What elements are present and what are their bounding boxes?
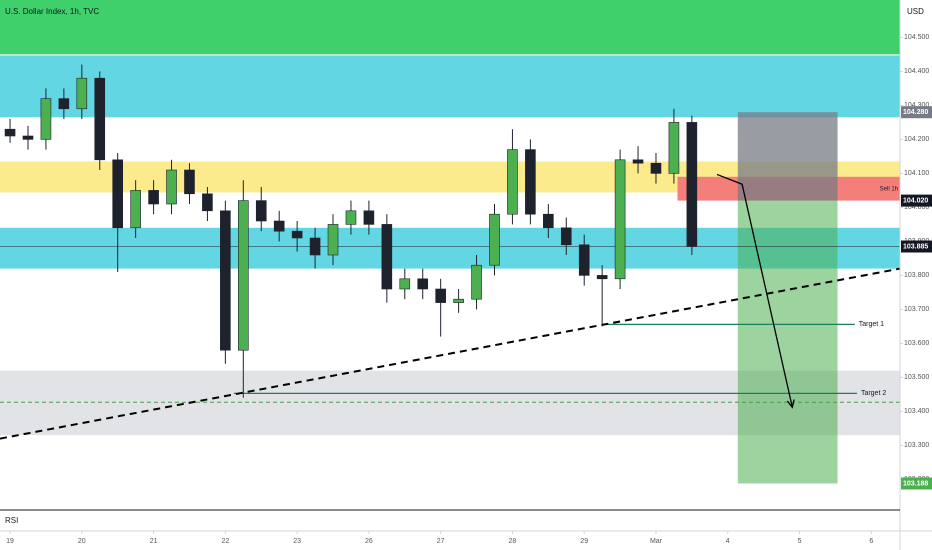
candle-body	[4, 128, 16, 137]
candle-body	[76, 77, 88, 110]
candle-body	[578, 244, 590, 276]
candle-body	[255, 200, 267, 222]
y-tick-label: 104.500	[904, 34, 929, 41]
candle-body	[507, 149, 518, 215]
candle-body	[112, 159, 124, 229]
y-tick-label: 104.200	[904, 136, 929, 143]
candle-body	[273, 220, 285, 232]
candle-body	[381, 224, 393, 290]
candle-body	[417, 278, 429, 290]
price-badge	[901, 477, 932, 490]
chart-title: U.S. Dollar Index, 1h, TVC	[5, 7, 99, 16]
y-tick-label: 103.500	[904, 374, 929, 381]
x-tick-label: 21	[150, 538, 158, 545]
candle-body	[543, 213, 554, 229]
candle-body	[202, 193, 213, 212]
price-badge	[901, 194, 932, 207]
x-tick-label: 20	[78, 538, 86, 545]
candle-body	[238, 200, 249, 351]
candle-body	[471, 264, 482, 300]
y-tick-label: 104.400	[904, 68, 929, 75]
candle-body	[596, 275, 608, 280]
x-tick-label: 28	[509, 538, 517, 545]
target-area	[737, 200, 838, 484]
x-tick-label: 27	[437, 538, 445, 545]
candle-body	[130, 190, 141, 229]
target-label: Target 2	[861, 390, 886, 397]
candle-body	[58, 98, 70, 110]
x-tick-label: 22	[221, 538, 229, 545]
arrow	[716, 173, 793, 408]
price-badge	[901, 240, 932, 253]
candle-body	[220, 210, 231, 351]
candle-body	[345, 210, 357, 225]
y-tick-label: 104.300	[904, 102, 929, 109]
sell-zone-label: Sell 1h	[880, 186, 898, 192]
candle-body	[435, 288, 446, 303]
zone	[0, 0, 900, 55]
currency-label: USD	[907, 7, 924, 16]
candle-body	[309, 237, 321, 256]
x-tick-label: 4	[726, 538, 730, 545]
arrow-head	[786, 399, 795, 409]
price-badge-label: 104.020	[903, 197, 928, 204]
price-badge-label: 104.280	[903, 109, 928, 116]
zone	[0, 55, 900, 118]
candle-body	[184, 169, 195, 195]
candle-body	[399, 278, 411, 290]
y-tick-label: 103.600	[904, 340, 929, 347]
price-badge	[901, 106, 932, 119]
x-tick-label: 6	[869, 538, 873, 545]
candle-body	[632, 159, 644, 164]
stop-area	[737, 112, 838, 201]
candle-body	[489, 213, 500, 266]
candle-body	[525, 149, 536, 215]
y-tick-label: 103.300	[904, 442, 929, 449]
y-tick-label: 103.400	[904, 408, 929, 415]
y-tick-label: 103.700	[904, 306, 929, 313]
candle-body	[40, 98, 52, 140]
trend-line	[0, 267, 901, 440]
candle-body	[148, 190, 159, 205]
candle-body	[327, 224, 339, 256]
price-badge-label: 103.885	[903, 243, 928, 250]
candle-body	[363, 210, 375, 225]
y-tick-label: 103.800	[904, 272, 929, 279]
y-tick-label: 104.000	[904, 204, 929, 211]
candle-body	[94, 77, 106, 161]
x-tick-label: 5	[798, 538, 802, 545]
x-tick-label: 29	[580, 538, 588, 545]
candle-body	[614, 159, 626, 280]
y-tick-label: 104.100	[904, 170, 929, 177]
x-tick-label: 26	[365, 538, 373, 545]
candle-body	[668, 122, 680, 174]
rsi-pane-label: RSI	[5, 516, 18, 525]
plot-area: Sell 1h Target 1 Target 2	[0, 0, 901, 484]
candle-body	[291, 230, 303, 239]
candle-body	[22, 135, 34, 140]
target-label: Target 1	[859, 321, 884, 328]
candle-body	[166, 169, 177, 205]
candle-body	[453, 298, 464, 303]
x-tick-label: 23	[293, 538, 301, 545]
price-badge-label: 103.188	[903, 480, 928, 487]
candle-body	[686, 122, 698, 247]
x-tick-label: 19	[6, 538, 14, 545]
candle-body	[650, 162, 662, 174]
candle-body	[560, 227, 572, 246]
x-tick-label: Mar	[650, 538, 663, 545]
